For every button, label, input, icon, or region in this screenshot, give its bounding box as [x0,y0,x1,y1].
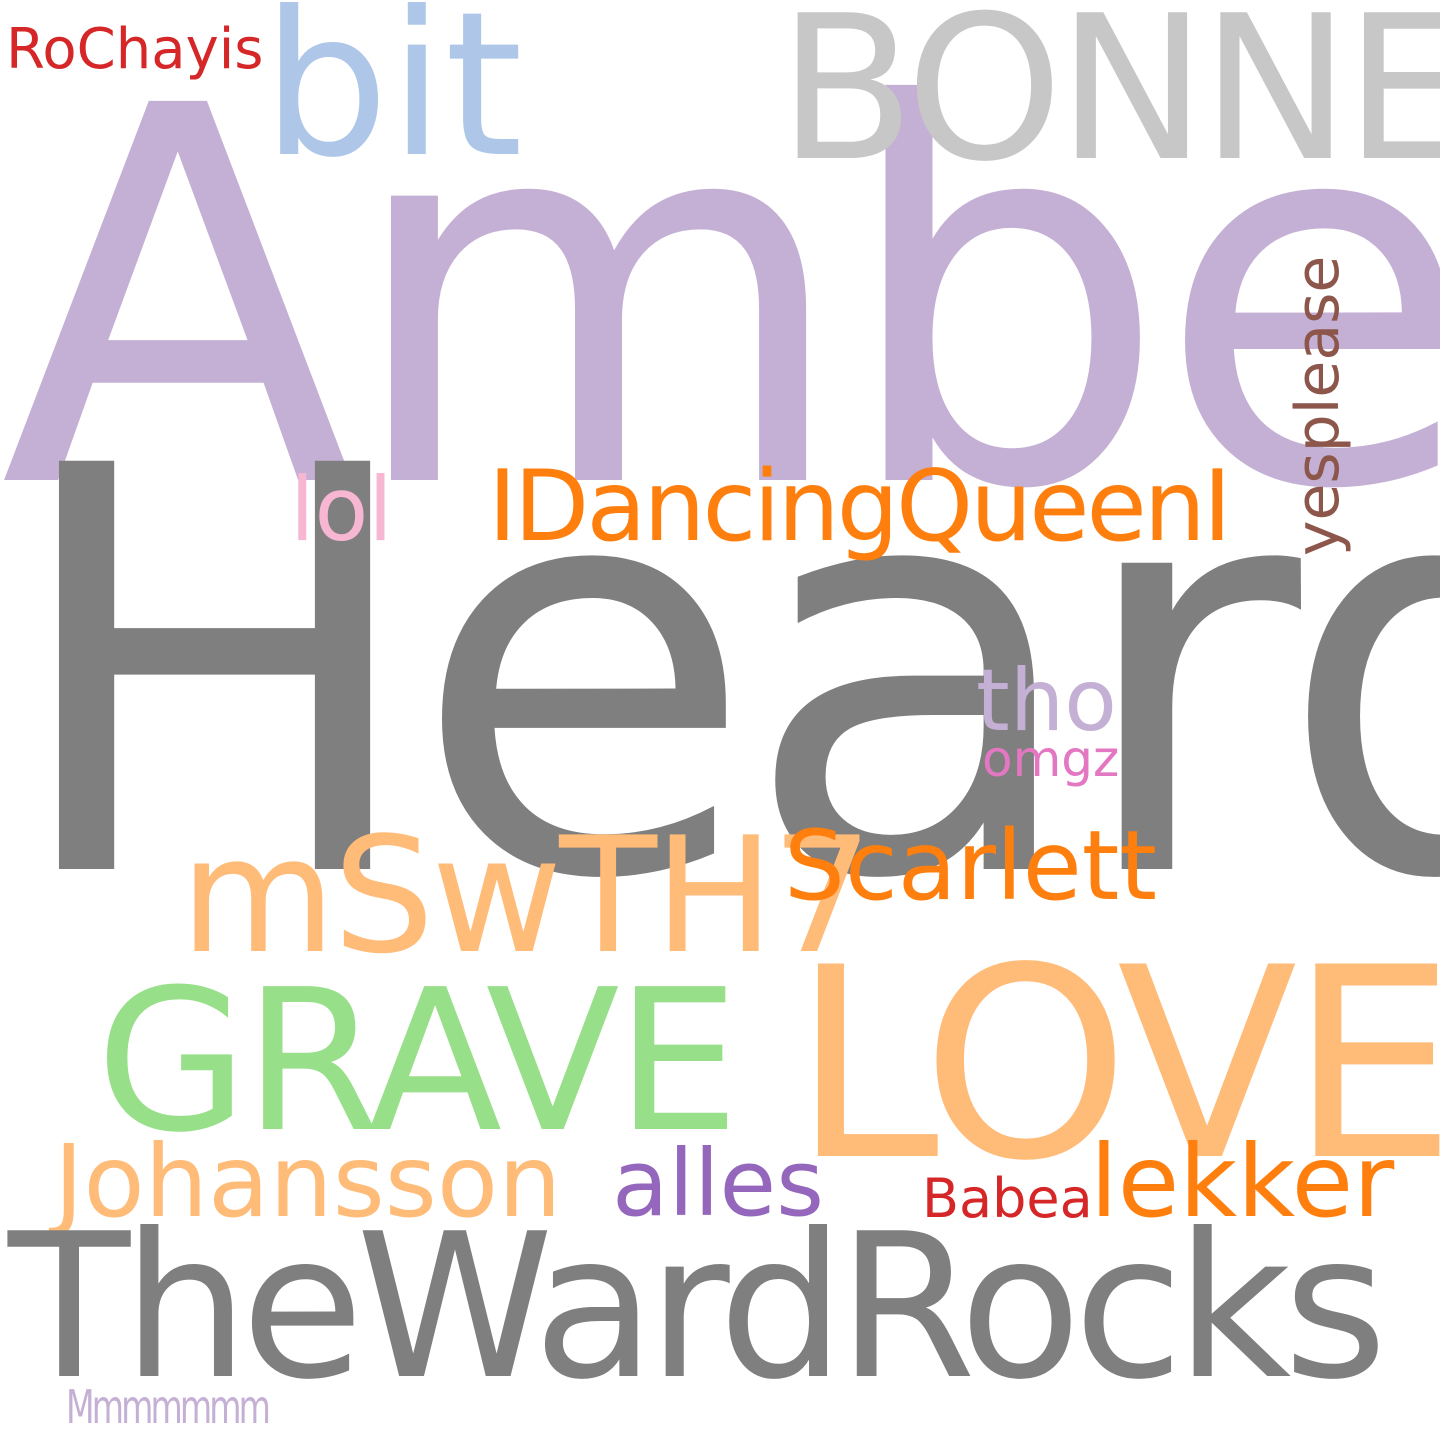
word-omgz: omgz [982,730,1120,788]
word-lol: lol [290,458,393,561]
word-lekker: lekker [1090,1123,1395,1240]
word-alles: alles [612,1130,825,1237]
word-idancingqueeni: IDancingQueenI [488,450,1232,564]
word-johansson: Johansson [54,1123,562,1240]
word-tho: tho [976,651,1117,751]
word-thewardrocks: TheWardRocks [8,1191,1387,1424]
word-bit: bit [262,0,523,202]
word-love: LOVE [792,912,1440,1219]
word-mswth7: mSwTH7 [180,802,873,989]
word-amber: Amber [0,0,1440,603]
word-rochayis: RoChayis [6,17,264,82]
word-babea: Babea [922,1167,1093,1230]
word-yesplease: yesplease [1283,255,1353,556]
word-scarlett: Scarlett [784,810,1158,922]
word-heard: Heard [4,350,1440,1002]
word-mmmmmmm: Mmmmmmm [66,1380,271,1434]
word-bonne: BONNE [778,0,1440,206]
word-grave: GRAVE [96,948,740,1176]
